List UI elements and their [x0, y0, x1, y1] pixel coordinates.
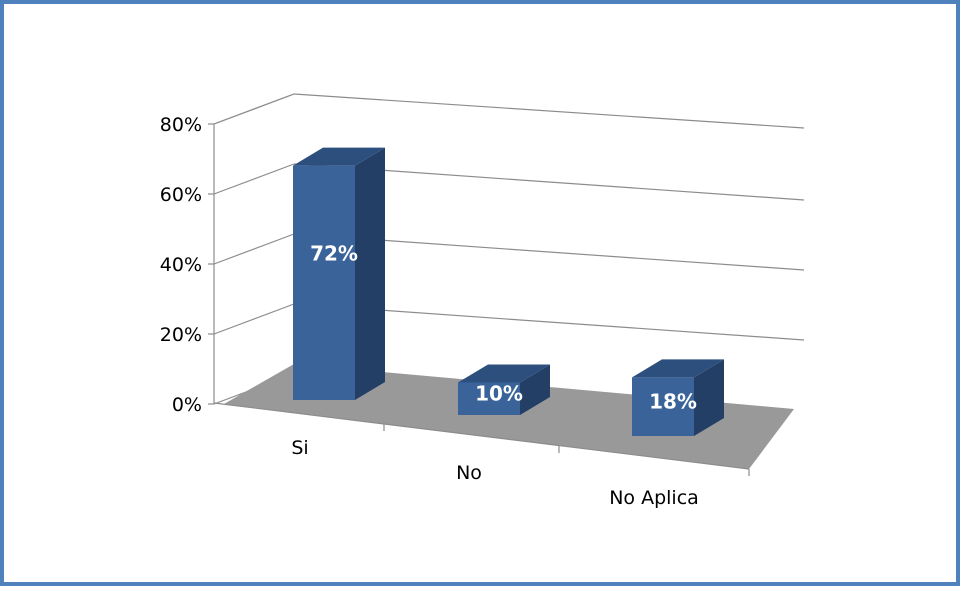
bar-si: 72% — [293, 147, 385, 400]
gridline-side-3 — [213, 163, 295, 195]
y-tick-label: 20% — [160, 324, 202, 346]
bar-side — [694, 359, 724, 436]
bar-front — [458, 382, 520, 415]
y-tick-label: 40% — [160, 254, 202, 276]
gridline-side-2 — [213, 233, 295, 265]
y-tick-label: 0% — [172, 394, 202, 416]
bar-no-aplica: 18% — [632, 359, 724, 436]
bars: 72% 10% 18% — [293, 147, 724, 436]
gridline-back-4 — [293, 93, 805, 129]
x-category-label: No — [456, 462, 482, 484]
data-label: 10% — [475, 382, 523, 406]
bar-side — [520, 364, 550, 415]
data-label: 18% — [649, 390, 697, 414]
bar-side — [355, 147, 385, 400]
bar-front — [632, 377, 694, 436]
x-category-label: Si — [291, 437, 308, 459]
bar-front — [293, 165, 355, 400]
bar-top — [458, 364, 550, 383]
bar-top — [632, 359, 724, 378]
y-axis — [208, 123, 750, 476]
bar-top — [293, 147, 385, 166]
x-category-label: No Aplica — [609, 487, 699, 509]
bar-chart: 0% 20% 40% 60% 80% 72% 10% 18% Si No No Aplica — [160, 93, 805, 509]
x-axis-line — [213, 402, 750, 470]
bar-no: 10% — [458, 364, 550, 415]
gridline-side-4 — [213, 93, 295, 125]
gridline-side-1 — [213, 303, 295, 335]
x-category-labels: Si No No Aplica — [291, 437, 698, 509]
y-tick-labels: 0% 20% 40% 60% 80% — [160, 114, 202, 416]
y-tick-label: 80% — [160, 114, 202, 136]
y-tick-label: 60% — [160, 184, 202, 206]
data-label: 72% — [310, 242, 358, 266]
